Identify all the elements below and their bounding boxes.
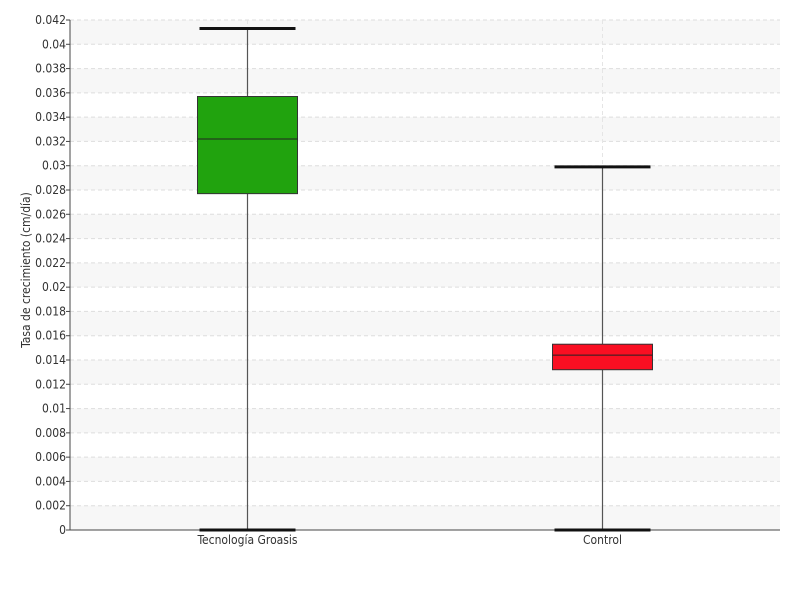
y-tick-label: 0.036	[35, 86, 66, 100]
x-category-label: Control	[583, 533, 622, 547]
grid-band	[70, 68, 780, 93]
x-category-label: Tecnología Groasis	[196, 533, 297, 547]
y-axis-title: Tasa de crecimiento (cm/día)	[19, 192, 33, 349]
y-tick-label: 0.01	[42, 402, 66, 416]
grid-band	[70, 457, 780, 482]
y-tick-label: 0	[59, 523, 66, 537]
y-tick-label: 0.006	[35, 450, 66, 464]
box-iqr	[552, 343, 653, 371]
y-tick-label: 0.022	[35, 256, 66, 270]
grid-band	[70, 311, 780, 336]
y-tick-label: 0.018	[35, 304, 66, 318]
grid-band	[70, 360, 780, 385]
grid-band	[70, 20, 780, 45]
y-tick-label: 0.028	[35, 183, 66, 197]
y-tick-label: 0.02	[42, 280, 66, 294]
grid-band	[70, 214, 780, 239]
grid-band	[70, 117, 780, 142]
y-tick-label: 0.038	[35, 62, 66, 76]
y-tick-label: 0.042	[35, 13, 66, 27]
grid-band	[70, 165, 780, 190]
y-tick-label: 0.016	[35, 329, 66, 343]
y-tick-label: 0.03	[42, 159, 66, 173]
y-tick-label: 0.004	[35, 474, 66, 488]
y-tick-label: 0.04	[42, 37, 66, 51]
y-tick-label: 0.032	[35, 134, 66, 148]
grid-band	[70, 408, 780, 433]
y-tick-label: 0.012	[35, 377, 66, 391]
y-tick-label: 0.008	[35, 426, 66, 440]
y-tick-label: 0.002	[35, 499, 66, 513]
y-tick-label: 0.034	[35, 110, 66, 124]
grid-band	[70, 262, 780, 288]
y-tick-label: 0.024	[35, 232, 66, 246]
grid-band	[70, 505, 780, 530]
box-iqr	[197, 96, 298, 195]
y-tick-label: 0.026	[35, 207, 66, 221]
y-tick-label: 0.014	[35, 353, 66, 367]
